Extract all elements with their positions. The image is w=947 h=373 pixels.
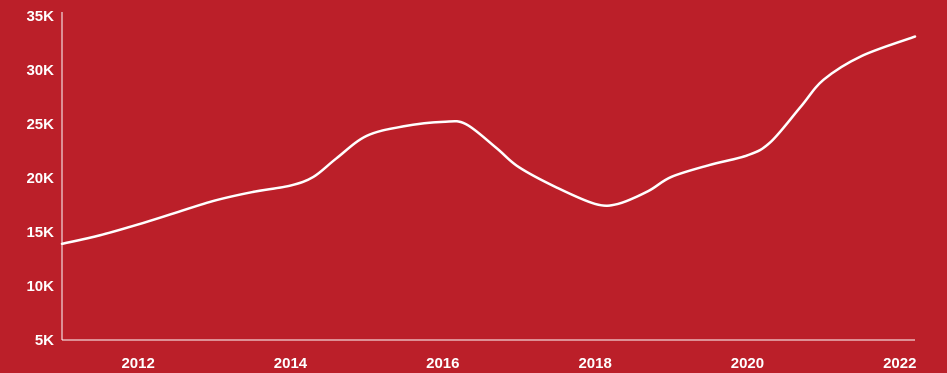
y-tick-label: 35K — [26, 8, 54, 25]
y-tick-label: 15K — [26, 224, 54, 241]
y-tick-label: 20K — [26, 170, 54, 187]
x-tick-label: 2016 — [426, 355, 459, 372]
series-layer — [60, 35, 917, 246]
x-tick-label: 2012 — [121, 355, 154, 372]
series-line — [60, 35, 917, 246]
x-tick-label: 2018 — [578, 355, 611, 372]
x-tick-label: 2014 — [274, 355, 308, 372]
y-tick-label: 30K — [26, 62, 54, 79]
y-tick-label: 25K — [26, 116, 54, 133]
x-tick-label: 2020 — [731, 355, 764, 372]
x-tick-label: 2022 — [883, 355, 916, 372]
axes — [61, 12, 915, 341]
tick-labels: 5K 10K 15K 20K 25K 30K 35K 2012 2014 2016 2018 2020… — [26, 8, 916, 372]
y-tick-label: 5K — [35, 332, 54, 349]
y-tick-label: 10K — [26, 278, 54, 295]
